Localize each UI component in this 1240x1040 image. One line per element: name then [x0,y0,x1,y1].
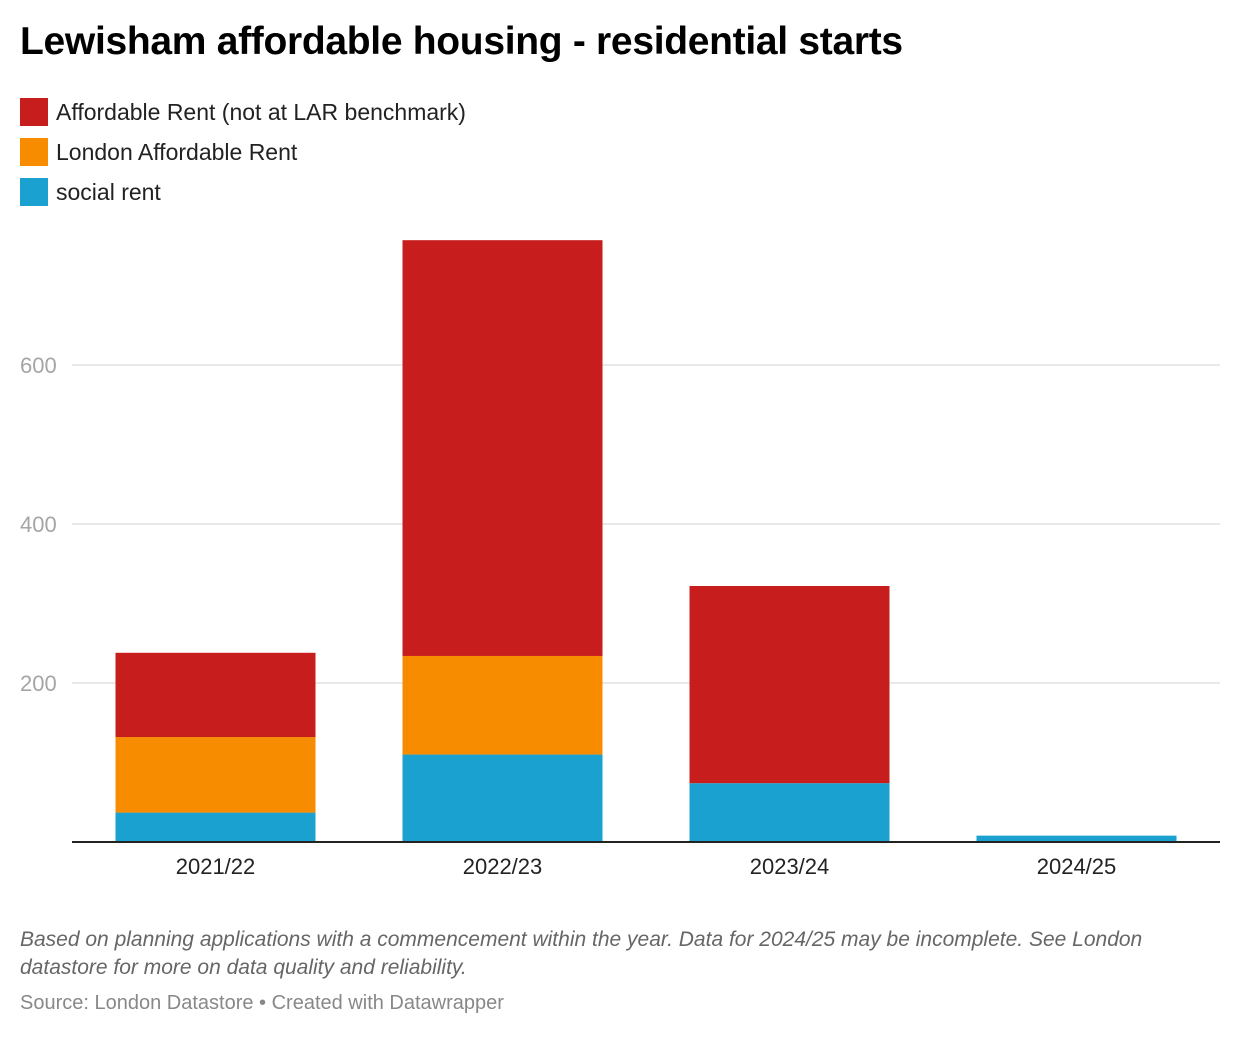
stacked-bar-chart: 200 400 600 2021/22 2022/23 2023/24 2024/25 [20,240,1220,879]
x-tick-label: 2024/25 [1037,854,1117,879]
bar-2023-24-series-0 [689,783,890,842]
y-tick-label: 600 [20,353,57,378]
legend-label-affordable-rent: Affordable Rent (not at LAR benchmark) [56,98,466,125]
bar-2021-22-series-2 [115,652,316,738]
legend-swatch-london-affordable-rent [20,138,48,166]
bar-2023-24-series-2 [689,586,890,784]
bar-2024-25-series-0 [976,835,1177,842]
bar-2022-23-series-0 [402,754,603,842]
chart-note: Based on planning applications with a co… [20,928,1143,979]
legend-label-london-affordable-rent: London Affordable Rent [56,138,298,165]
legend-swatch-social-rent [20,178,48,206]
x-tick-label: 2022/23 [463,854,543,879]
legend-label-social-rent: social rent [56,178,161,205]
legend: Affordable Rent (not at LAR benchmark) L… [20,92,466,212]
chart-source: Source: London Datastore • Created with … [20,992,504,1014]
bar-2021-22-series-0 [115,812,316,842]
legend-item-london-affordable-rent: London Affordable Rent [20,132,466,172]
bar-2022-23-series-2 [402,240,603,656]
bar-2022-23-series-1 [402,655,603,755]
y-tick-label: 400 [20,512,57,537]
y-tick-label: 200 [20,671,57,696]
chart-title: Lewisham affordable housing - residentia… [20,20,903,63]
x-tick-label: 2021/22 [176,854,256,879]
x-tick-label: 2023/24 [750,854,830,879]
bar-2021-22-series-1 [115,737,316,813]
legend-item-affordable-rent: Affordable Rent (not at LAR benchmark) [20,92,466,132]
legend-item-social-rent: social rent [20,172,466,212]
legend-swatch-affordable-rent [20,98,48,126]
